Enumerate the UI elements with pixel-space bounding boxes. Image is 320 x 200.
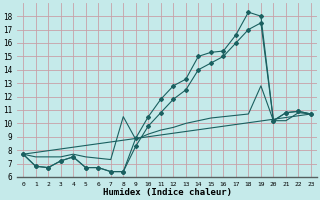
X-axis label: Humidex (Indice chaleur): Humidex (Indice chaleur) — [102, 188, 232, 197]
